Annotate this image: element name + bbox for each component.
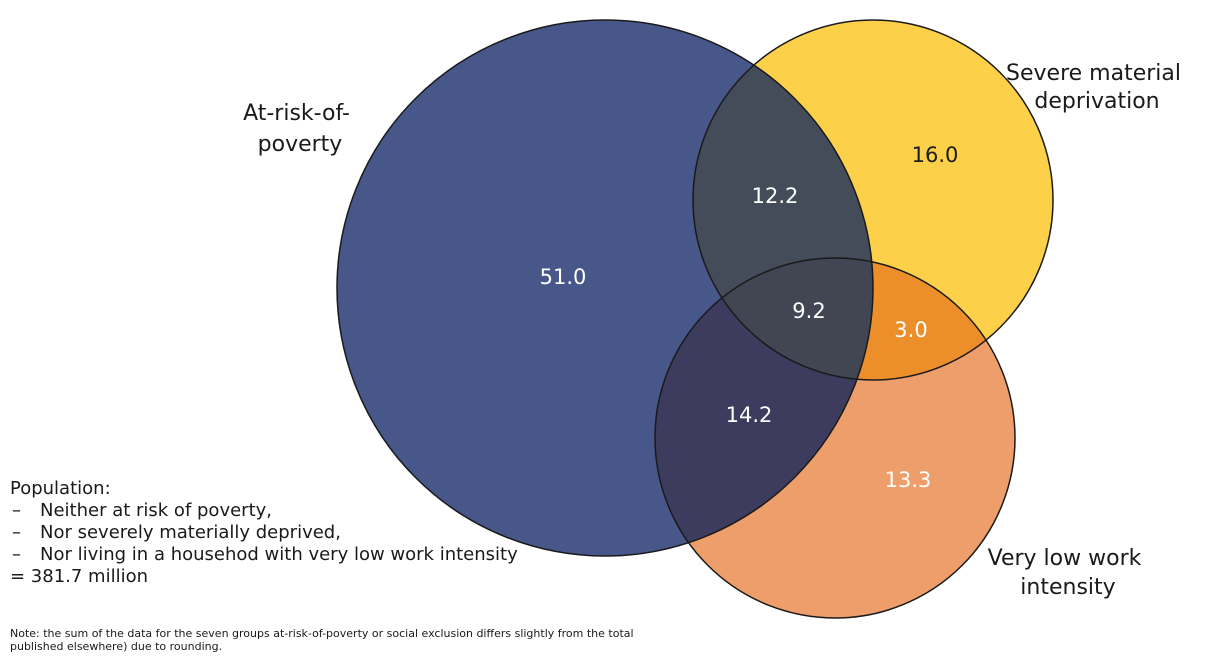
population-title: Population: [10,478,111,499]
population-legend: Population: – Neither at risk of poverty,… [10,478,570,588]
population-criteria-list: – Neither at risk of poverty, – Nor severe… [10,500,570,566]
set-label-deprivation: Severe material deprivation [1006,61,1188,114]
region-value-poverty: 51.0 [540,265,587,289]
outline-poverty [336,19,874,557]
list-dash: – [12,500,21,521]
footnote: Note: the sum of the data for the seven … [10,627,634,653]
list-dash: – [12,544,21,565]
region-value-poverty-work: 14.2 [726,403,773,427]
list-dash: – [12,522,21,543]
region-value-poverty-deprivation: 12.2 [752,184,799,208]
region-value-deprivation-work: 3.0 [894,318,927,342]
population-criterion: – Nor living in a househod with very low … [12,544,518,565]
set-label-poverty: At-risk-of- poverty [243,101,357,157]
outline-deprivation [692,19,1054,381]
region-value-deprivation: 16.0 [912,143,959,167]
outline-work [654,257,1016,619]
region-value-work: 13.3 [885,468,932,492]
population-criterion: – Neither at risk of poverty, [12,500,273,521]
set-label-work: Very low work intensity [988,546,1149,600]
population-criterion: – Nor severely materially deprived, [12,522,341,543]
population-total: = 381.7 million [10,566,149,587]
region-value-all-three: 9.2 [792,299,825,323]
